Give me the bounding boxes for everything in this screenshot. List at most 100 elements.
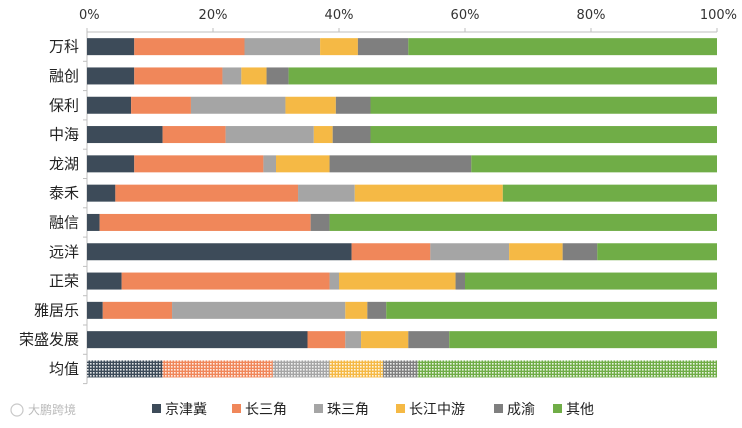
legend-label: 成渝 <box>507 402 535 418</box>
bar-segment-pattern <box>383 360 418 378</box>
bar-segment-pattern <box>417 360 717 378</box>
bar-segment <box>307 331 346 349</box>
bar-segment <box>134 155 264 173</box>
category-label: 龙湖 <box>49 155 79 173</box>
bar-segment <box>87 213 100 231</box>
bar-segment-pattern <box>162 360 273 378</box>
bar-segment <box>222 67 242 85</box>
bar-segment <box>502 184 717 202</box>
legend-swatch <box>152 404 161 413</box>
bar-segment <box>87 96 132 114</box>
category-label: 保利 <box>49 96 79 114</box>
bar-segment <box>162 126 226 144</box>
bar-segment <box>335 96 371 114</box>
bar-segment <box>455 272 465 290</box>
bar-segment <box>351 243 431 261</box>
bar-segment <box>87 67 135 85</box>
bar-segment <box>87 331 308 349</box>
bar-segment <box>449 331 717 349</box>
bar-segment <box>509 243 563 261</box>
bar-segment <box>115 184 299 202</box>
category-label: 荣盛发展 <box>19 331 79 349</box>
category-label: 万科 <box>49 38 79 56</box>
bar-segment <box>87 301 103 319</box>
bar-segment <box>102 301 173 319</box>
bar-segment <box>87 243 352 261</box>
bar-segment <box>87 38 135 56</box>
bar-segment <box>288 67 717 85</box>
bar-segment <box>597 243 717 261</box>
bar-segment <box>87 272 122 290</box>
legend-swatch <box>494 404 503 413</box>
bar-segment <box>241 67 267 85</box>
bar-segment-pattern <box>87 360 163 378</box>
bar-segment <box>329 155 472 173</box>
bar-segment <box>329 272 339 290</box>
bar-segment <box>345 301 368 319</box>
legend-swatch <box>396 404 405 413</box>
bar-segment <box>285 96 336 114</box>
bar-segment <box>310 213 330 231</box>
legend-swatch <box>232 404 241 413</box>
legend-label: 其他 <box>566 402 594 418</box>
bar-segment-pattern <box>272 360 330 378</box>
category-label: 泰禾 <box>49 184 79 202</box>
bar-segment <box>370 126 717 144</box>
x-tick-label: 40% <box>325 8 354 23</box>
bar-segment <box>87 126 163 144</box>
bar-segment <box>131 96 191 114</box>
category-label: 中海 <box>49 126 79 144</box>
bar-segment <box>263 155 276 173</box>
legend-label: 长江中游 <box>409 402 465 418</box>
bar-segment <box>345 331 362 349</box>
legend-label: 京津冀 <box>165 402 207 418</box>
legend-label: 长三角 <box>245 402 287 418</box>
watermark-icon <box>10 403 24 417</box>
category-label: 均值 <box>49 360 79 378</box>
category-label: 远洋 <box>49 243 79 261</box>
bar-segment <box>87 184 116 202</box>
category-label: 雅居乐 <box>34 301 79 319</box>
bar-segment <box>266 67 289 85</box>
bar-segment <box>99 213 311 231</box>
bar-segment <box>408 38 717 56</box>
bar-segment <box>320 38 358 56</box>
bar-segment <box>313 126 333 144</box>
category-label: 融信 <box>49 213 79 231</box>
bar-segment <box>562 243 598 261</box>
bar-segment <box>172 301 346 319</box>
bar-segment <box>408 331 450 349</box>
bar-segment <box>357 38 409 56</box>
bar-segment <box>386 301 717 319</box>
bar-segment <box>370 96 717 114</box>
bar-segment <box>298 184 355 202</box>
bar-segment <box>465 272 717 290</box>
bar-segment <box>244 38 321 56</box>
category-label: 正荣 <box>49 272 79 290</box>
bar-segment <box>332 126 371 144</box>
legend-swatch <box>314 404 323 413</box>
legend-label: 珠三角 <box>327 402 369 418</box>
bar-segment <box>134 67 223 85</box>
bar-segment <box>87 155 135 173</box>
bar-segment <box>134 38 245 56</box>
bar-segment <box>367 301 387 319</box>
bar-segment <box>471 155 717 173</box>
bar-segment <box>430 243 510 261</box>
x-tick-label: 60% <box>451 8 480 23</box>
watermark: 大鹏跨境 <box>10 402 76 417</box>
x-tick-label: 80% <box>577 8 606 23</box>
category-label: 融创 <box>49 67 79 85</box>
legend-swatch <box>553 404 562 413</box>
bar-segment <box>225 126 314 144</box>
bar-segment <box>121 272 330 290</box>
bar-segment <box>276 155 330 173</box>
bar-segment <box>190 96 286 114</box>
x-tick-label: 20% <box>199 8 228 23</box>
bar-segment <box>339 272 456 290</box>
x-tick-label: 100% <box>700 8 737 23</box>
x-tick-label: 0% <box>79 8 100 23</box>
bar-segment <box>329 213 717 231</box>
bar-segment-pattern <box>329 360 384 378</box>
